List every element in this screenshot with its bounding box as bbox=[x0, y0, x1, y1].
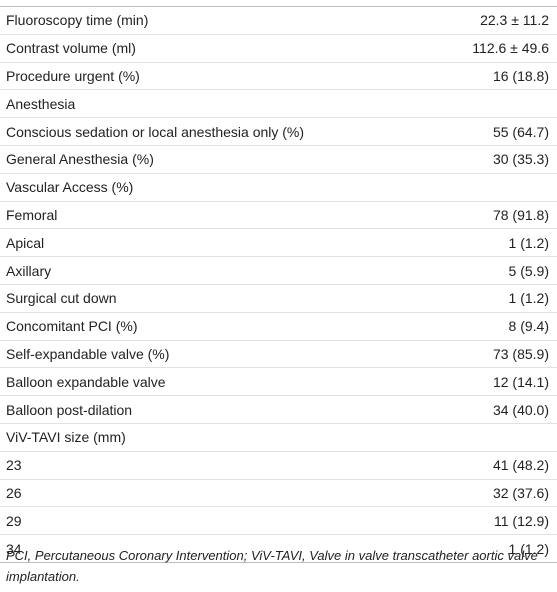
table-row: 23 41 (48.2) bbox=[0, 451, 557, 480]
table-row: Vascular Access (%) bbox=[0, 173, 557, 202]
empty-cell bbox=[430, 423, 557, 452]
table-row: Contrast volume (ml) 112.6 ± 49.6 bbox=[0, 34, 557, 63]
table-row: 26 32 (37.6) bbox=[0, 479, 557, 508]
row-value: 8 (9.4) bbox=[430, 312, 557, 341]
row-label: Balloon post-dilation bbox=[0, 395, 431, 424]
row-label: Self-expandable valve (%) bbox=[0, 340, 431, 369]
row-label: 26 bbox=[0, 479, 431, 508]
row-value: 5 (5.9) bbox=[430, 256, 557, 285]
table-row: 29 11 (12.9) bbox=[0, 506, 557, 536]
row-value: 32 (37.6) bbox=[430, 479, 557, 508]
row-label: Surgical cut down bbox=[0, 284, 431, 313]
row-value: 55 (64.7) bbox=[430, 117, 557, 146]
empty-cell bbox=[430, 173, 557, 202]
table-row: Anesthesia bbox=[0, 89, 557, 119]
row-value: 11 (12.9) bbox=[430, 506, 557, 536]
row-label: Anesthesia bbox=[0, 89, 431, 119]
row-label: Vascular Access (%) bbox=[0, 173, 431, 202]
row-label: Procedure urgent (%) bbox=[0, 62, 431, 91]
row-value: 30 (35.3) bbox=[430, 145, 557, 174]
table-row: Balloon post-dilation 34 (40.0) bbox=[0, 395, 557, 424]
row-label: 34 bbox=[0, 534, 431, 563]
table-row: Apical 1 (1.2) bbox=[0, 228, 557, 258]
row-value: 12 (14.1) bbox=[430, 367, 557, 397]
row-value: 1 (1.2) bbox=[430, 284, 557, 313]
table-row: Femoral 78 (91.8) bbox=[0, 201, 557, 230]
row-value: 1 (1.2) bbox=[430, 534, 557, 563]
table-row: Balloon expandable valve 12 (14.1) bbox=[0, 367, 557, 397]
table-row: ViV-TAVI size (mm) bbox=[0, 423, 557, 452]
table-row: Surgical cut down 1 (1.2) bbox=[0, 284, 557, 313]
row-value: 22.3 ± 11.2 bbox=[430, 6, 557, 35]
row-label: Fluoroscopy time (min) bbox=[0, 6, 431, 35]
row-value: 1 (1.2) bbox=[430, 228, 557, 258]
row-label: Contrast volume (ml) bbox=[0, 34, 431, 63]
row-value: 73 (85.9) bbox=[430, 340, 557, 369]
row-value: 41 (48.2) bbox=[430, 451, 557, 480]
row-label: Balloon expandable valve bbox=[0, 367, 431, 397]
data-table: Fluoroscopy time (min) 22.3 ± 11.2 Contras… bbox=[0, 6, 557, 563]
row-value: 34 (40.0) bbox=[430, 395, 557, 424]
row-value: 112.6 ± 49.6 bbox=[430, 34, 557, 63]
footnote: PCI, Percutaneous Coronary Intervention;… bbox=[6, 548, 538, 584]
table-row: 34 1 (1.2) bbox=[0, 534, 557, 563]
row-label: ViV-TAVI size (mm) bbox=[0, 423, 431, 452]
row-label: 29 bbox=[0, 506, 431, 536]
row-label: 23 bbox=[0, 451, 431, 480]
row-label: Femoral bbox=[0, 201, 431, 230]
row-label: Concomitant PCI (%) bbox=[0, 312, 431, 341]
table-row: Self-expandable valve (%) 73 (85.9) bbox=[0, 340, 557, 369]
table-row: Procedure urgent (%) 16 (18.8) bbox=[0, 62, 557, 91]
row-label: Apical bbox=[0, 228, 431, 258]
table-row: General Anesthesia (%) 30 (35.3) bbox=[0, 145, 557, 174]
row-value: 78 (91.8) bbox=[430, 201, 557, 230]
table-row: Axillary 5 (5.9) bbox=[0, 256, 557, 285]
empty-cell bbox=[430, 89, 557, 119]
row-value: 16 (18.8) bbox=[430, 62, 557, 91]
row-label: Axillary bbox=[0, 256, 431, 285]
row-label: Conscious sedation or local anesthesia o… bbox=[0, 117, 431, 146]
row-label: General Anesthesia (%) bbox=[0, 145, 431, 174]
table-row: Concomitant PCI (%) 8 (9.4) bbox=[0, 312, 557, 341]
table-row: Conscious sedation or local anesthesia o… bbox=[0, 117, 557, 146]
table-row: Fluoroscopy time (min) 22.3 ± 11.2 bbox=[0, 6, 557, 35]
